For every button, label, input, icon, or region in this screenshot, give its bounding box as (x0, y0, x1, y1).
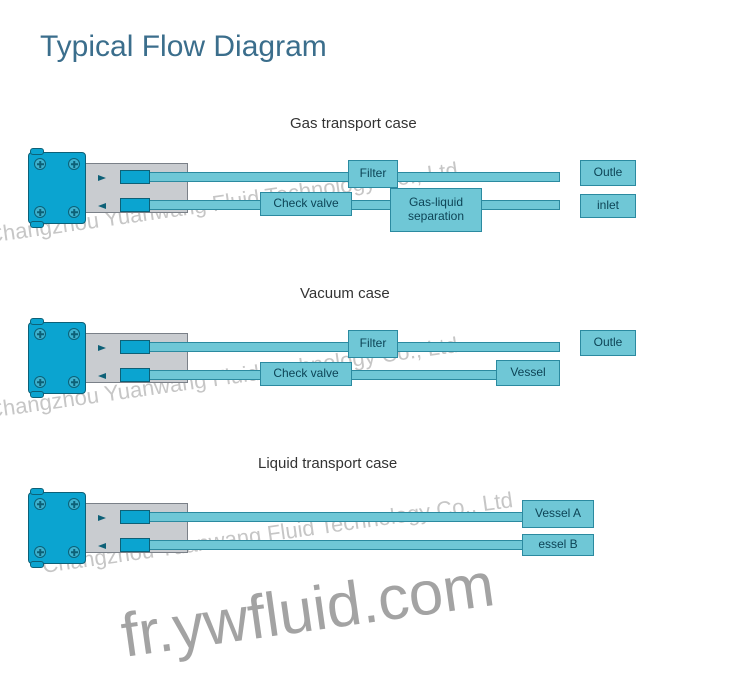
pump-cap (30, 561, 44, 568)
pump-nozzle (120, 340, 150, 354)
screw-icon (68, 376, 80, 388)
flow-arrow-icon (98, 345, 106, 351)
pump-nozzle (120, 170, 150, 184)
flow-box: Vessel (496, 360, 560, 386)
pump-cap (30, 148, 44, 155)
section-title: Liquid transport case (258, 455, 397, 472)
flow-box: Filter (348, 330, 398, 358)
flow-box: Check valve (260, 192, 352, 216)
screw-icon (34, 498, 46, 510)
pump-cap (30, 488, 44, 495)
pump-cap (30, 318, 44, 325)
pump-nozzle (120, 198, 150, 212)
flow-box: Filter (348, 160, 398, 188)
screw-icon (68, 206, 80, 218)
pipe (140, 512, 530, 522)
pump-cap (30, 391, 44, 398)
screw-icon (34, 328, 46, 340)
flow-box: Gas-liquid separation (390, 188, 482, 232)
flow-box: Outle (580, 160, 636, 186)
pump-cap (30, 221, 44, 228)
pipe (140, 540, 530, 550)
pump-nozzle (120, 368, 150, 382)
flow-arrow-icon (98, 203, 106, 209)
flow-box: Outle (580, 330, 636, 356)
pump-nozzle (120, 510, 150, 524)
flow-arrow-icon (98, 373, 106, 379)
screw-icon (68, 158, 80, 170)
flow-box: inlet (580, 194, 636, 218)
pump-nozzle (120, 538, 150, 552)
section-title: Gas transport case (290, 115, 417, 132)
section-title: Vacuum case (300, 285, 390, 302)
screw-icon (68, 328, 80, 340)
flow-arrow-icon (98, 515, 106, 521)
flow-box: Check valve (260, 362, 352, 386)
screw-icon (68, 498, 80, 510)
flow-box: Vessel A (522, 500, 594, 528)
screw-icon (34, 158, 46, 170)
screw-icon (34, 376, 46, 388)
screw-icon (68, 546, 80, 558)
flow-box: essel B (522, 534, 594, 556)
flow-arrow-icon (98, 543, 106, 549)
watermark: fr.ywfluid.com (117, 549, 499, 672)
flow-arrow-icon (98, 175, 106, 181)
screw-icon (34, 546, 46, 558)
screw-icon (34, 206, 46, 218)
page-title: Typical Flow Diagram (40, 30, 327, 64)
